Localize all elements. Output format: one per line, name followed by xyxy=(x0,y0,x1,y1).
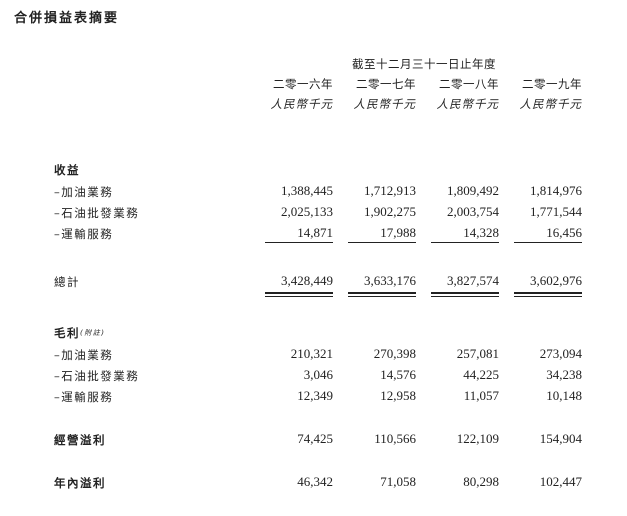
row-value: 1,809,492 xyxy=(447,183,499,198)
row-value: 210,321 xyxy=(290,346,333,361)
row-value: 34,238 xyxy=(546,367,582,382)
row-value: 102,447 xyxy=(539,474,582,489)
year-header: 二零一九年 xyxy=(522,77,582,91)
subtotal-rule xyxy=(348,242,416,243)
row-value: 3,633,176 xyxy=(364,273,416,288)
total-double-rule xyxy=(514,292,582,297)
row-value: 1,712,913 xyxy=(364,183,416,198)
year-header: 二零一八年 xyxy=(439,77,499,91)
total-double-rule xyxy=(265,292,333,297)
row-value: 110,566 xyxy=(374,431,416,446)
row-value: 273,094 xyxy=(539,346,582,361)
row-value: 3,046 xyxy=(303,367,333,382)
section-gross-profit: 毛利(附註) xyxy=(54,326,105,340)
unit-label: 人民幣千元 xyxy=(436,97,499,111)
row-value: 71,058 xyxy=(380,474,416,489)
row-value: 2,025,133 xyxy=(281,204,333,219)
row-value: 3,602,976 xyxy=(530,273,582,288)
row-value: 154,904 xyxy=(539,431,582,446)
row-label: –運輸服務 xyxy=(54,390,114,404)
row-value: 2,003,754 xyxy=(447,204,499,219)
row-value: 14,328 xyxy=(463,225,499,240)
row-value: 122,109 xyxy=(456,431,499,446)
period-header: 截至十二月三十一日止年度 xyxy=(352,57,496,71)
row-value: 14,871 xyxy=(297,225,333,240)
unit-label: 人民幣千元 xyxy=(270,97,333,111)
row-value: 257,081 xyxy=(456,346,499,361)
row-label: –石油批發業務 xyxy=(54,369,140,383)
row-label: –石油批發業務 xyxy=(54,206,140,220)
row-value: 12,349 xyxy=(297,388,333,403)
row-value: 80,298 xyxy=(463,474,499,489)
row-value: 16,456 xyxy=(546,225,582,240)
row-value: 12,958 xyxy=(380,388,416,403)
row-value: 270,398 xyxy=(373,346,416,361)
row-label: 年內溢利 xyxy=(54,476,106,490)
row-label: –加油業務 xyxy=(54,185,114,199)
total-double-rule xyxy=(431,292,499,297)
unit-label: 人民幣千元 xyxy=(353,97,416,111)
row-value: 1,771,544 xyxy=(530,204,582,219)
year-header: 二零一七年 xyxy=(356,77,416,91)
row-value: 1,814,976 xyxy=(530,183,582,198)
row-value: 17,988 xyxy=(380,225,416,240)
row-value: 11,057 xyxy=(463,388,499,403)
row-value: 46,342 xyxy=(297,474,333,489)
row-value: 14,576 xyxy=(380,367,416,382)
row-value: 3,827,574 xyxy=(447,273,499,288)
row-value: 10,148 xyxy=(546,388,582,403)
unit-label: 人民幣千元 xyxy=(519,97,582,111)
subtotal-rule xyxy=(265,242,333,243)
row-value: 3,428,449 xyxy=(281,273,333,288)
note-reference: (附註) xyxy=(80,329,106,337)
row-label: 經營溢利 xyxy=(54,433,106,447)
gross-profit-label: 毛利 xyxy=(54,326,80,340)
section-revenue: 收益 xyxy=(54,163,80,177)
subtotal-rule xyxy=(431,242,499,243)
row-label: –加油業務 xyxy=(54,348,114,362)
row-value: 44,225 xyxy=(463,367,499,382)
row-label: –運輸服務 xyxy=(54,227,114,241)
total-double-rule xyxy=(348,292,416,297)
row-value: 74,425 xyxy=(297,431,333,446)
subtotal-rule xyxy=(514,242,582,243)
page-title: 合併損益表摘要 xyxy=(14,11,120,26)
row-value: 1,388,445 xyxy=(281,183,333,198)
row-value: 1,902,275 xyxy=(364,204,416,219)
year-header: 二零一六年 xyxy=(273,77,333,91)
row-label: 總計 xyxy=(54,275,80,289)
